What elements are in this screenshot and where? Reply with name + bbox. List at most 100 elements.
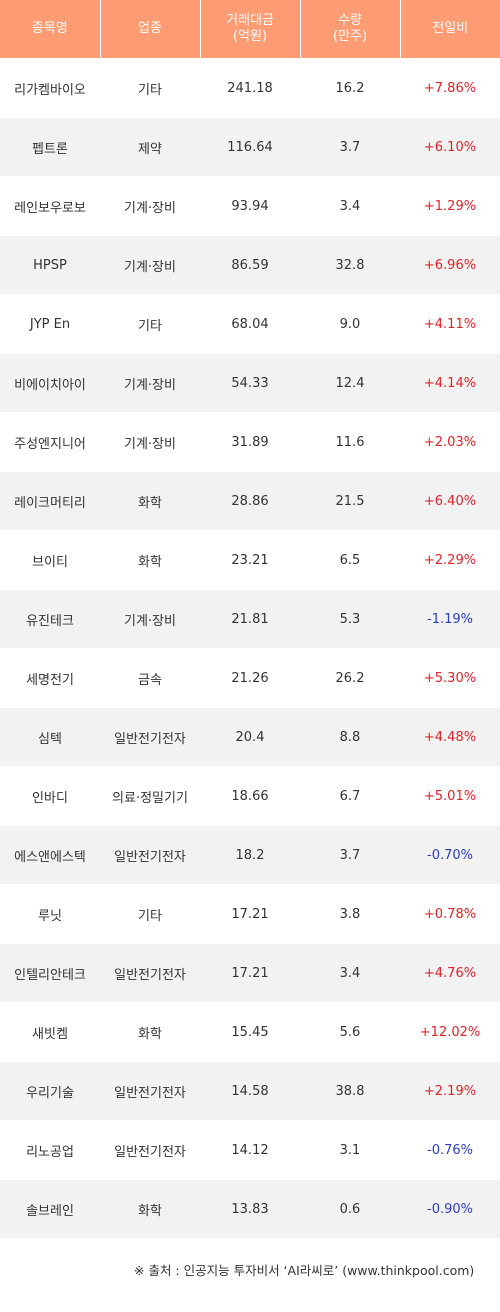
change-cell: +1.29% — [400, 176, 500, 236]
change-cell: +4.48% — [400, 707, 500, 767]
change-cell: +7.86% — [400, 58, 500, 118]
sector-cell: 화학 — [100, 471, 200, 531]
change-cell: -0.70% — [400, 825, 500, 885]
change-cell: +5.01% — [400, 766, 500, 826]
volume-cell: 32.8 — [300, 235, 400, 295]
stock-name-cell: 인바디 — [0, 766, 100, 826]
table-row: 우리기술 일반전기전자 14.58 38.8 +2.19% — [0, 1061, 500, 1121]
sector-cell: 기계·장비 — [100, 353, 200, 413]
change-cell: +2.03% — [400, 412, 500, 472]
volume-cell: 12.4 — [300, 353, 400, 413]
sector-cell: 금속 — [100, 648, 200, 708]
header-change: 전일비 — [400, 0, 500, 59]
stock-name-cell: 레인보우로보 — [0, 176, 100, 236]
table-row: 리노공업 일반전기전자 14.12 3.1 -0.76% — [0, 1120, 500, 1180]
sector-cell: 기계·장비 — [100, 176, 200, 236]
change-cell: -0.76% — [400, 1120, 500, 1180]
change-cell: +2.29% — [400, 530, 500, 590]
amount-cell: 17.21 — [200, 943, 300, 1003]
table-row: 에스앤에스텍 일반전기전자 18.2 3.7 -0.70% — [0, 825, 500, 885]
amount-cell: 20.4 — [200, 707, 300, 767]
amount-cell: 241.18 — [200, 58, 300, 118]
sector-cell: 일반전기전자 — [100, 707, 200, 767]
volume-cell: 3.7 — [300, 117, 400, 177]
table-body: 리가켐바이오 기타 241.18 16.2 +7.86% 펩트론 제약 116.64 3.7 +6… — [0, 58, 500, 1238]
table-row: 세명전기 금속 21.26 26.2 +5.30% — [0, 648, 500, 708]
change-cell: +4.14% — [400, 353, 500, 413]
header-volume: 수량 (만주) — [300, 0, 401, 59]
sector-cell: 기타 — [100, 58, 200, 118]
volume-cell: 26.2 — [300, 648, 400, 708]
stock-name-cell: 인텔리안테크 — [0, 943, 100, 1003]
amount-cell: 14.58 — [200, 1061, 300, 1121]
table-row: JYP En 기타 68.04 9.0 +4.11% — [0, 294, 500, 354]
sector-cell: 기계·장비 — [100, 235, 200, 295]
table-row: 레인보우로보 기계·장비 93.94 3.4 +1.29% — [0, 176, 500, 236]
amount-cell: 93.94 — [200, 176, 300, 236]
volume-cell: 6.7 — [300, 766, 400, 826]
stock-name-cell: 비에이치아이 — [0, 353, 100, 413]
volume-cell: 0.6 — [300, 1179, 400, 1238]
table-row: 브이티 화학 23.21 6.5 +2.29% — [0, 530, 500, 590]
amount-cell: 31.89 — [200, 412, 300, 472]
amount-cell: 18.2 — [200, 825, 300, 885]
amount-cell: 54.33 — [200, 353, 300, 413]
amount-cell: 86.59 — [200, 235, 300, 295]
amount-cell: 18.66 — [200, 766, 300, 826]
sector-cell: 화학 — [100, 530, 200, 590]
volume-cell: 3.1 — [300, 1120, 400, 1180]
change-cell: +0.78% — [400, 884, 500, 944]
amount-cell: 14.12 — [200, 1120, 300, 1180]
volume-cell: 5.6 — [300, 1002, 400, 1062]
sector-cell: 제약 — [100, 117, 200, 177]
stock-name-cell: HPSP — [0, 235, 100, 295]
stock-name-cell: JYP En — [0, 294, 100, 354]
sector-cell: 기타 — [100, 294, 200, 354]
volume-cell: 8.8 — [300, 707, 400, 767]
sector-cell: 의료·정밀기기 — [100, 766, 200, 826]
stock-name-cell: 새빗켐 — [0, 1002, 100, 1062]
amount-cell: 21.26 — [200, 648, 300, 708]
change-cell: -0.90% — [400, 1179, 500, 1238]
volume-cell: 38.8 — [300, 1061, 400, 1121]
stock-name-cell: 세명전기 — [0, 648, 100, 708]
table-row: 심텍 일반전기전자 20.4 8.8 +4.48% — [0, 707, 500, 767]
amount-cell: 68.04 — [200, 294, 300, 354]
sector-cell: 기계·장비 — [100, 589, 200, 649]
change-cell: -1.19% — [400, 589, 500, 649]
volume-cell: 3.7 — [300, 825, 400, 885]
volume-cell: 3.4 — [300, 176, 400, 236]
volume-cell: 9.0 — [300, 294, 400, 354]
source-note: ※ 출처 : 인공지능 투자비서 ‘AI라씨로’ (www.thinkpool.… — [134, 1263, 475, 1278]
amount-cell: 21.81 — [200, 589, 300, 649]
table-row: 리가켐바이오 기타 241.18 16.2 +7.86% — [0, 58, 500, 118]
stock-name-cell: 솔브레인 — [0, 1179, 100, 1238]
header-amount: 거래대금 (억원) — [200, 0, 301, 59]
amount-cell: 28.86 — [200, 471, 300, 531]
volume-cell: 3.4 — [300, 943, 400, 1003]
volume-cell: 21.5 — [300, 471, 400, 531]
sector-cell: 일반전기전자 — [100, 1120, 200, 1180]
table-row: 비에이치아이 기계·장비 54.33 12.4 +4.14% — [0, 353, 500, 413]
table-row: HPSP 기계·장비 86.59 32.8 +6.96% — [0, 235, 500, 295]
amount-cell: 116.64 — [200, 117, 300, 177]
amount-cell: 17.21 — [200, 884, 300, 944]
change-cell: +5.30% — [400, 648, 500, 708]
table-row: 새빗켐 화학 15.45 5.6 +12.02% — [0, 1002, 500, 1062]
stock-name-cell: 리노공업 — [0, 1120, 100, 1180]
stock-name-cell: 유진테크 — [0, 589, 100, 649]
sector-cell: 기계·장비 — [100, 412, 200, 472]
stock-table: 종목명 업종 거래대금 (억원) 수량 (만주) 전일비 리가켐바이오 기타 241… — [0, 0, 500, 1238]
stock-name-cell: 에스앤에스텍 — [0, 825, 100, 885]
stock-name-cell: 브이티 — [0, 530, 100, 590]
stock-name-cell: 레이크머티리 — [0, 471, 100, 531]
table-row: 유진테크 기계·장비 21.81 5.3 -1.19% — [0, 589, 500, 649]
header-row: 종목명 업종 거래대금 (억원) 수량 (만주) 전일비 — [0, 0, 500, 59]
change-cell: +6.10% — [400, 117, 500, 177]
table-row: 인바디 의료·정밀기기 18.66 6.7 +5.01% — [0, 766, 500, 826]
amount-cell: 15.45 — [200, 1002, 300, 1062]
amount-cell: 13.83 — [200, 1179, 300, 1238]
volume-cell: 5.3 — [300, 589, 400, 649]
sector-cell: 화학 — [100, 1002, 200, 1062]
stock-name-cell: 심텍 — [0, 707, 100, 767]
